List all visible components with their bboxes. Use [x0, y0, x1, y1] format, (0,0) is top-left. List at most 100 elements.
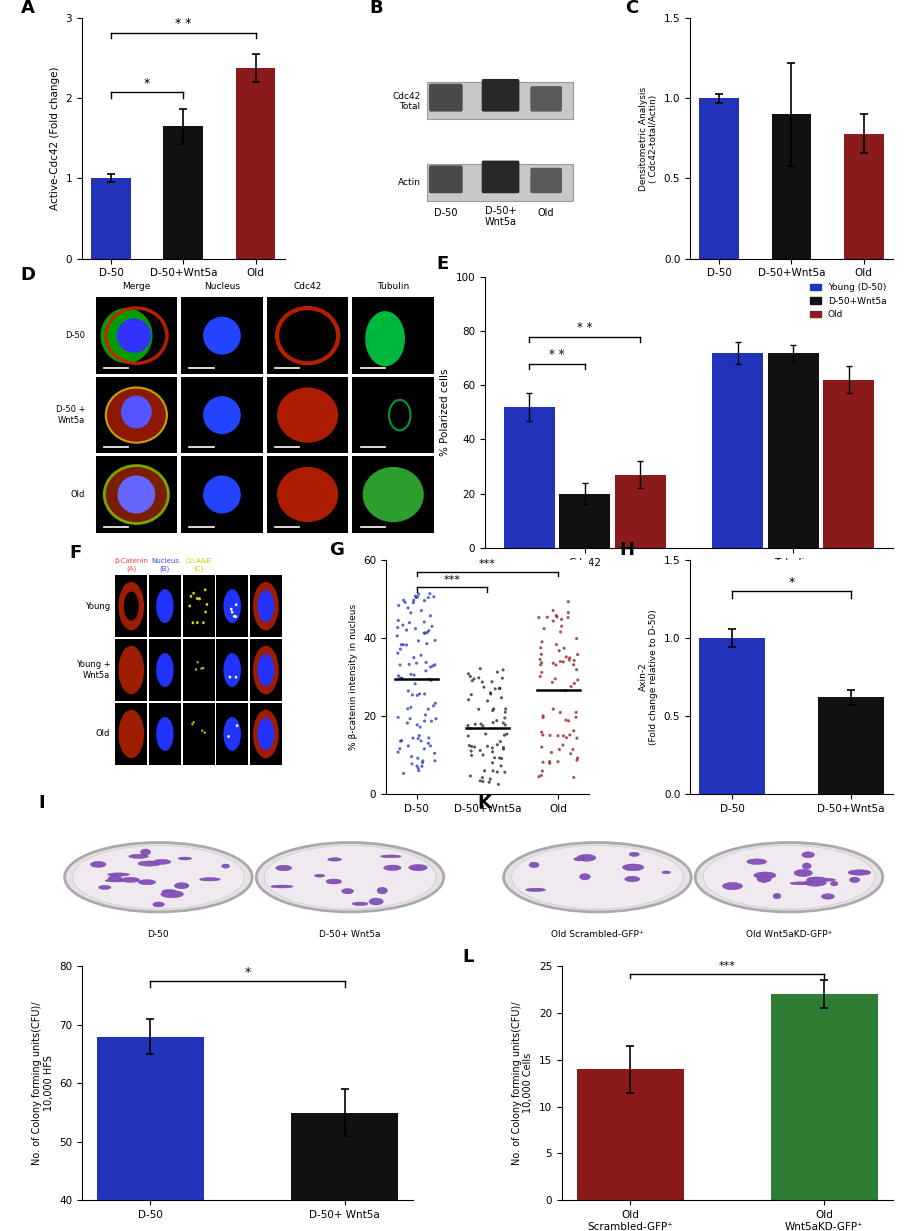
Point: [414, 645, 428, 665]
Point: [493, 678, 507, 698]
Point: [417, 712, 432, 731]
Bar: [97, 1037, 204, 1231]
Point: [391, 644, 405, 664]
Point: [410, 587, 425, 607]
Y-axis label: Axin-2
(Fold change relative to D-50): Axin-2 (Fold change relative to D-50): [639, 609, 658, 745]
Ellipse shape: [156, 654, 174, 687]
Point: [496, 713, 511, 732]
Text: D-50+
Wnt5a: D-50+ Wnt5a: [485, 206, 517, 228]
Ellipse shape: [258, 654, 274, 686]
Circle shape: [233, 614, 236, 618]
Ellipse shape: [179, 857, 191, 860]
Point: [490, 735, 505, 755]
Point: [566, 740, 580, 760]
Point: [409, 654, 424, 673]
Text: Cdc42
Total: Cdc42 Total: [393, 91, 421, 111]
Point: [396, 635, 411, 655]
Circle shape: [504, 842, 691, 912]
FancyBboxPatch shape: [429, 84, 463, 112]
Point: [413, 718, 427, 737]
Bar: [712, 353, 763, 548]
Point: [393, 655, 407, 675]
Text: *: *: [244, 965, 251, 979]
Point: [398, 592, 413, 612]
Ellipse shape: [156, 716, 174, 751]
Point: [473, 659, 487, 678]
FancyBboxPatch shape: [216, 703, 248, 764]
FancyBboxPatch shape: [148, 639, 181, 702]
Ellipse shape: [253, 582, 279, 630]
Y-axis label: Densitometric Analysis
( Cdc42-total/Actin): Densitometric Analysis ( Cdc42-total/Act…: [639, 86, 658, 191]
Point: [477, 761, 492, 780]
Ellipse shape: [153, 902, 164, 907]
Point: [549, 606, 564, 625]
Point: [550, 752, 565, 772]
Text: L: L: [463, 948, 474, 965]
Circle shape: [198, 597, 200, 599]
Bar: [577, 1070, 683, 1200]
Point: [421, 734, 435, 753]
Point: [546, 654, 560, 673]
Point: [465, 746, 479, 766]
Point: [426, 696, 441, 715]
Point: [423, 583, 437, 603]
Ellipse shape: [804, 879, 826, 886]
Ellipse shape: [277, 467, 338, 522]
Ellipse shape: [156, 590, 174, 623]
Bar: [559, 494, 610, 548]
Circle shape: [196, 597, 199, 599]
FancyBboxPatch shape: [115, 703, 148, 764]
Point: [419, 661, 434, 681]
Point: [393, 739, 407, 758]
Point: [394, 635, 408, 655]
Y-axis label: % Polarized cells: % Polarized cells: [440, 368, 450, 457]
Point: [471, 699, 486, 719]
Point: [422, 620, 436, 640]
Ellipse shape: [138, 860, 160, 867]
Circle shape: [73, 846, 244, 908]
Point: [483, 769, 497, 789]
Point: [535, 761, 549, 780]
FancyBboxPatch shape: [182, 575, 215, 638]
Circle shape: [235, 616, 237, 618]
Point: [532, 767, 547, 787]
Point: [412, 585, 426, 604]
Text: Merge
A&B: Merge A&B: [221, 559, 243, 571]
Point: [391, 742, 405, 762]
Point: [570, 748, 585, 768]
FancyBboxPatch shape: [182, 703, 215, 764]
Point: [533, 667, 548, 687]
Point: [540, 607, 555, 627]
FancyBboxPatch shape: [148, 575, 181, 638]
Text: Young: Young: [86, 602, 110, 611]
Point: [496, 737, 511, 757]
Text: Old: Old: [537, 208, 555, 218]
Point: [535, 737, 549, 757]
Text: F: F: [70, 544, 82, 561]
Y-axis label: Active-Cdc42 (Fold change): Active-Cdc42 (Fold change): [50, 66, 60, 211]
Point: [535, 723, 549, 742]
Ellipse shape: [831, 881, 838, 886]
FancyBboxPatch shape: [353, 377, 434, 453]
Point: [417, 623, 432, 643]
Point: [406, 591, 421, 611]
Point: [476, 677, 491, 697]
Ellipse shape: [409, 864, 427, 870]
Bar: [615, 475, 666, 548]
Point: [535, 662, 549, 682]
Point: [535, 652, 549, 672]
FancyBboxPatch shape: [426, 82, 572, 119]
Point: [544, 742, 558, 762]
Point: [542, 753, 557, 773]
Point: [486, 742, 500, 762]
Circle shape: [204, 611, 207, 613]
Point: [484, 684, 498, 704]
Point: [411, 632, 425, 651]
Point: [478, 724, 493, 744]
FancyBboxPatch shape: [96, 377, 177, 453]
Point: [552, 641, 567, 661]
Bar: [163, 127, 203, 259]
Ellipse shape: [106, 388, 167, 443]
FancyBboxPatch shape: [181, 457, 262, 533]
Point: [417, 612, 432, 632]
